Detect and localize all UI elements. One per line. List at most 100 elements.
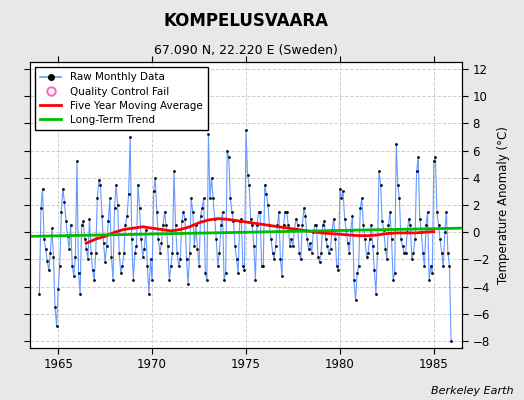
Point (322, 236, 330, 242)
Point (420, 263, 429, 270)
Point (85, 216, 94, 222)
Text: Berkeley Earth: Berkeley Earth (431, 386, 514, 396)
Point (159, 222, 167, 229)
Point (292, 216, 300, 222)
Point (209, 195, 217, 201)
Point (315, 259, 324, 266)
Point (279, 222, 288, 229)
Point (162, 222, 170, 229)
Point (146, 256, 155, 263)
Point (392, 140, 400, 147)
Point (41, 245, 50, 252)
Point (271, 243, 280, 249)
Point (246, 216, 255, 222)
Point (319, 222, 327, 229)
Point (118, 263, 127, 270)
Point (198, 204, 206, 211)
Point (143, 263, 151, 270)
Point (219, 209, 227, 215)
Point (104, 218, 113, 224)
Point (137, 236, 145, 242)
Point (67, 222, 75, 229)
Point (225, 154, 233, 160)
Point (217, 222, 225, 229)
Text: KOMPELUSVAARA: KOMPELUSVAARA (163, 12, 329, 30)
Point (381, 245, 389, 252)
Text: 67.090 N, 22.220 E (Sweden): 67.090 N, 22.220 E (Sweden) (154, 44, 338, 57)
Point (262, 191, 270, 197)
Point (436, 236, 444, 242)
Point (282, 209, 291, 215)
Point (364, 250, 372, 256)
Point (359, 222, 367, 229)
Point (119, 250, 128, 256)
Point (167, 263, 175, 270)
Point (383, 256, 391, 263)
Point (430, 158, 438, 165)
Point (331, 236, 340, 242)
Point (314, 254, 322, 260)
Point (286, 243, 294, 249)
Point (257, 263, 266, 270)
Point (208, 174, 216, 181)
Point (62, 218, 70, 224)
Point (379, 226, 388, 233)
Point (301, 213, 310, 219)
Point (56, 263, 64, 270)
Point (63, 233, 72, 240)
Point (107, 254, 116, 260)
Point (43, 258, 51, 264)
Point (95, 177, 103, 184)
Point (320, 218, 329, 224)
Point (211, 216, 219, 222)
Point (96, 181, 105, 188)
Point (248, 222, 256, 229)
Point (57, 209, 66, 215)
Point (300, 204, 308, 211)
Point (256, 209, 264, 215)
Point (243, 172, 252, 178)
Point (334, 267, 343, 274)
Point (358, 195, 366, 201)
Point (189, 209, 197, 215)
Point (308, 250, 316, 256)
Point (368, 243, 377, 249)
Point (127, 236, 136, 242)
Point (90, 277, 99, 283)
Point (206, 195, 214, 201)
Point (215, 250, 224, 256)
Point (115, 250, 124, 256)
Point (238, 263, 247, 270)
Point (419, 250, 427, 256)
Point (427, 263, 435, 270)
Point (400, 250, 408, 256)
Point (303, 236, 311, 242)
Point (265, 222, 274, 229)
Point (151, 174, 159, 181)
Point (339, 188, 347, 194)
Point (397, 236, 405, 242)
Point (48, 225, 56, 231)
Point (264, 202, 272, 208)
Point (356, 204, 365, 211)
Point (163, 243, 172, 249)
Point (434, 222, 443, 229)
Point (78, 222, 86, 229)
Point (195, 263, 203, 270)
Point (51, 304, 59, 310)
Point (46, 250, 54, 256)
Point (101, 259, 110, 266)
Point (138, 254, 147, 260)
Legend: Raw Monthly Data, Quality Control Fail, Five Year Moving Average, Long-Term Tren: Raw Monthly Data, Quality Control Fail, … (35, 67, 208, 130)
Point (81, 236, 89, 242)
Point (98, 213, 106, 219)
Point (423, 209, 432, 215)
Point (317, 250, 325, 256)
Point (54, 286, 62, 293)
Point (260, 181, 269, 188)
Point (251, 277, 259, 283)
Point (148, 277, 156, 283)
Point (123, 213, 131, 219)
Point (234, 270, 243, 276)
Point (345, 250, 354, 256)
